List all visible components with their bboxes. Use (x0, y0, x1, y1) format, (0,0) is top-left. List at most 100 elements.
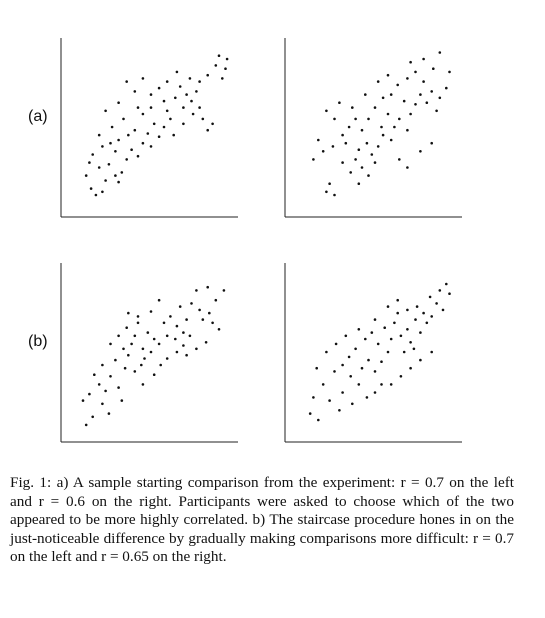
scatter-point (345, 142, 348, 145)
scatter-point (127, 312, 130, 315)
scatter-point (140, 364, 143, 367)
scatter-point (396, 299, 399, 302)
scatter-point (211, 123, 214, 126)
scatter-point (403, 100, 406, 103)
scatter-point (430, 315, 433, 318)
scatter-point (153, 123, 156, 126)
scatter-point (366, 396, 369, 399)
scatter-point (374, 370, 377, 373)
scatter-point (322, 150, 325, 153)
scatter-point (142, 113, 145, 116)
scatter-point (374, 318, 377, 321)
scatter-point (218, 328, 221, 331)
scatter-point (429, 296, 432, 299)
scatter-point (215, 299, 218, 302)
scatter-point (169, 315, 172, 318)
scatter-point (448, 292, 451, 295)
scatter-point (195, 90, 198, 93)
scatter-point (158, 87, 161, 90)
scatter-point (150, 106, 153, 109)
scatter-point (364, 93, 367, 96)
scatter-point (166, 357, 169, 360)
scatter-point (130, 343, 133, 346)
scatter-point (328, 182, 331, 185)
scatter-point (445, 87, 448, 90)
scatter-point (190, 302, 193, 305)
scatter-point (182, 331, 185, 334)
scatter-point (159, 364, 162, 367)
scatter-point (361, 129, 364, 132)
scatter-point (414, 103, 417, 106)
scatter-point (117, 101, 120, 104)
scatter-plot (284, 263, 462, 443)
scatter-point (338, 101, 341, 104)
scatter-point (172, 134, 175, 137)
scatter-point (445, 283, 448, 286)
scatter-point (325, 110, 328, 113)
scatter-point (98, 166, 101, 169)
scatter-point (90, 187, 93, 190)
scatter-point (124, 367, 127, 370)
scatter-point (127, 134, 130, 137)
scatter-point (82, 399, 85, 402)
scatter-point (195, 289, 198, 292)
scatter-point (358, 328, 361, 331)
scatter-point (163, 322, 166, 325)
scatter-point (393, 126, 396, 129)
scatter-point (108, 412, 111, 415)
scatter-point (335, 343, 338, 346)
scatter-point (351, 106, 354, 109)
scatter-point (439, 289, 442, 292)
scatter-point (185, 354, 188, 357)
scatter-point (393, 322, 396, 325)
scatter-point (122, 118, 125, 121)
scatter-point (208, 312, 211, 315)
scatter-panel-a-left (60, 38, 238, 218)
scatter-point (409, 341, 412, 344)
scatter-plot (284, 38, 462, 218)
scatter-point (317, 419, 320, 422)
scatter-point (448, 71, 451, 74)
scatter-point (142, 383, 145, 386)
scatter-point (176, 325, 179, 328)
scatter-point (108, 163, 111, 166)
scatter-point (390, 139, 393, 142)
scatter-point (322, 383, 325, 386)
scatter-point (166, 335, 169, 338)
scatter-point (185, 93, 188, 96)
scatter-point (371, 153, 374, 156)
scatter-panel-b-left (60, 263, 238, 443)
scatter-point (419, 331, 422, 334)
scatter-point (325, 351, 328, 354)
scatter-point (374, 106, 377, 109)
scatter-point (109, 343, 112, 346)
scatter-point (430, 142, 433, 145)
scatter-point (182, 344, 185, 347)
scatter-point (202, 118, 205, 121)
scatter-point (137, 322, 140, 325)
scatter-point (371, 331, 374, 334)
scatter-point (137, 315, 140, 318)
scatter-point (104, 390, 107, 393)
scatter-point (88, 393, 91, 396)
scatter-point (114, 359, 117, 362)
scatter-point (380, 126, 383, 129)
scatter-point (349, 375, 352, 378)
scatter-point (422, 58, 425, 61)
scatter-point (117, 181, 120, 184)
scatter-point (309, 412, 312, 415)
scatter-point (435, 302, 438, 305)
scatter-point (166, 80, 169, 83)
scatter-point (387, 113, 390, 116)
scatter-point (192, 113, 195, 116)
scatter-point (95, 194, 98, 197)
figure-caption: Fig. 1: a) A sample starting comparison … (10, 474, 514, 567)
scatter-point (374, 391, 377, 394)
scatter-point (377, 80, 380, 83)
scatter-point (195, 348, 198, 351)
scatter-point (134, 370, 137, 373)
scatter-point (390, 383, 393, 386)
scatter-point (325, 191, 328, 194)
scatter-point (419, 150, 422, 153)
scatter-point (406, 309, 409, 312)
